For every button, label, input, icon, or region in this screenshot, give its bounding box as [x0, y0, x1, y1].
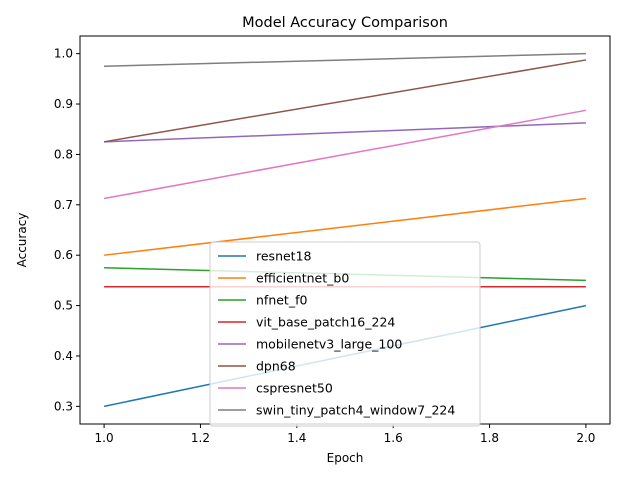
y-tick-label: 0.5	[54, 299, 73, 313]
x-tick-label: 2.0	[576, 431, 595, 445]
y-tick-label: 0.7	[54, 198, 73, 212]
x-tick-label: 1.6	[384, 431, 403, 445]
legend-label-3: vit_base_patch16_224	[256, 315, 395, 330]
legend-label-7: swin_tiny_patch4_window7_224	[256, 403, 455, 418]
y-tick-label: 1.0	[54, 47, 73, 61]
y-axis: 0.3 0.4 0.5 0.6 0.7 0.8 0.9 1.0	[54, 47, 80, 413]
y-tick-label: 0.3	[54, 399, 73, 413]
x-tick-label: 1.0	[95, 431, 114, 445]
legend-box	[209, 241, 481, 427]
x-axis: 1.0 1.2 1.4 1.6 1.8 2.0	[95, 424, 595, 445]
legend: resnet18 efficientnet_b0 nfnet_f0 vit_base_…	[209, 241, 481, 427]
legend-label-0: resnet18	[256, 249, 312, 264]
series-line-1	[104, 197, 586, 256]
series-line-5	[103, 59, 587, 143]
series-line-4	[104, 122, 586, 143]
y-tick-label: 0.9	[54, 97, 73, 111]
x-tick-label: 1.2	[191, 431, 210, 445]
legend-label-1: efficientnet_b0	[256, 271, 349, 286]
x-axis-label: Epoch	[327, 451, 364, 465]
chart-title: Model Accuracy Comparison	[242, 15, 448, 31]
x-tick-label: 1.4	[287, 431, 306, 445]
y-tick-label: 0.4	[54, 349, 73, 363]
legend-label-4: mobilenetv3_large_100	[256, 337, 402, 352]
y-axis-label: Accuracy	[15, 213, 29, 268]
legend-label-5: dpn68	[256, 359, 296, 374]
legend-label-2: nfnet_f0	[256, 293, 307, 308]
y-tick-label: 0.8	[54, 147, 73, 161]
x-tick-label: 1.8	[480, 431, 499, 445]
series-line-6	[103, 109, 587, 200]
series-line-7	[104, 52, 586, 67]
legend-label-6: cspresnet50	[256, 381, 333, 396]
y-tick-label: 0.6	[54, 248, 73, 262]
